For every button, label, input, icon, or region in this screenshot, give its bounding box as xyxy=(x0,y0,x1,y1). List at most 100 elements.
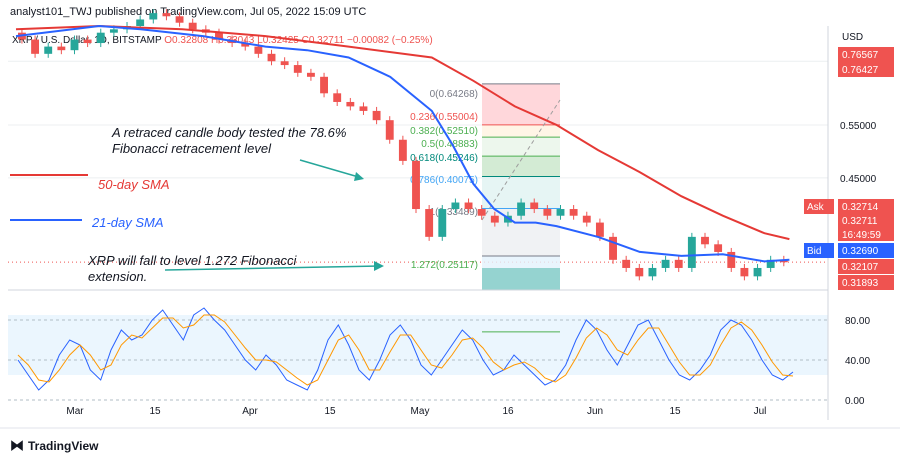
annotations: A retraced candle body tested the 78.6%F… xyxy=(10,125,384,284)
price-tag xyxy=(838,213,894,228)
time-tick-label: Apr xyxy=(242,406,258,417)
price-tag-label: 0.32107 xyxy=(842,262,879,273)
candle-body xyxy=(254,46,263,54)
price-tag xyxy=(838,243,894,258)
price-tag xyxy=(838,275,894,290)
sma-line xyxy=(15,24,790,263)
candle-body xyxy=(280,61,289,66)
candle-body xyxy=(477,209,486,216)
price-tag-label: 0.32714 xyxy=(842,202,879,213)
publish-header: analyst101_TWJ published on TradingView.… xyxy=(10,6,367,18)
price-tick-label: 0.45000 xyxy=(840,174,877,185)
time-axis: Mar 15 Apr 15 May 16 Jun 15 Jul xyxy=(0,406,900,429)
candle-body xyxy=(687,236,696,268)
candle-body xyxy=(753,267,762,277)
candle-body xyxy=(438,209,447,237)
price-tag xyxy=(838,259,894,274)
candle-body xyxy=(569,209,578,216)
candle-body xyxy=(96,32,105,44)
candle-body xyxy=(464,202,473,210)
arrow-target xyxy=(164,265,381,271)
fib-zone xyxy=(482,124,560,138)
sma50-label: 50-day SMA xyxy=(98,177,170,192)
candle-body xyxy=(359,106,368,111)
candle-body xyxy=(595,222,604,237)
candle-body xyxy=(766,259,775,268)
candle-body xyxy=(83,39,92,44)
fib-level-label: 0.5(0.48883) xyxy=(421,139,478,150)
currency-label: USD xyxy=(842,32,863,43)
candle-body xyxy=(412,160,420,210)
candle-body xyxy=(582,215,591,223)
price-tag-label: 0.32711 xyxy=(842,216,878,227)
candle-body xyxy=(44,46,53,54)
candle-body xyxy=(490,215,499,223)
stoch-line xyxy=(17,314,794,386)
sma21-label: 21-day SMA xyxy=(91,215,164,230)
quote-tag xyxy=(804,199,834,214)
osc-tick-label: 40.00 xyxy=(845,356,870,367)
candle-body xyxy=(714,244,723,252)
candle-body xyxy=(385,120,394,140)
annotation-target-line2: extension. xyxy=(88,269,147,284)
time-tick-label: May xyxy=(411,406,430,417)
candle-body xyxy=(740,267,749,277)
candle-body xyxy=(661,259,670,268)
fib-zone xyxy=(482,83,560,125)
fib-level-label: 1(0.33489) xyxy=(430,207,478,218)
candle-body xyxy=(609,236,617,260)
candle-body xyxy=(556,209,565,216)
candle-body xyxy=(674,259,683,268)
time-tick-label: 16 xyxy=(502,406,514,417)
candle-body xyxy=(372,110,381,121)
countdown-label: 16:49:59 xyxy=(842,230,881,241)
price-chart[interactable]: 0(0.64268)0.236(0.55004)0.382(0.52510)0.… xyxy=(0,0,900,430)
fib-level-label: 0.236(0.55004) xyxy=(410,112,478,123)
quote-tag-label: Ask xyxy=(807,202,825,213)
quote-tag xyxy=(804,243,834,258)
arrow-retrace xyxy=(299,159,363,179)
brand-label: TradingView xyxy=(28,438,99,453)
candle-body xyxy=(57,46,66,51)
price-tag-label: 0.76567 xyxy=(842,50,879,61)
candle-body xyxy=(70,39,79,51)
candle-body xyxy=(267,53,276,62)
fib-level-label: 1.272(0.25117) xyxy=(411,260,478,271)
fib-zone xyxy=(482,137,560,157)
candle-body xyxy=(188,22,197,30)
price-tag-label: 0.31893 xyxy=(842,278,879,289)
candle-body xyxy=(543,209,552,216)
sma-lines xyxy=(15,24,790,263)
price-axis: USD0.700000.550000.450000.765670.764270.… xyxy=(8,26,894,420)
arrow-target-head xyxy=(374,261,384,271)
price-tick-label: 0.55000 xyxy=(840,121,877,132)
time-tick-label: Jun xyxy=(587,406,603,417)
candle-body xyxy=(425,209,434,237)
candle-body xyxy=(451,202,460,210)
candle-body xyxy=(241,43,250,47)
candle-body xyxy=(293,65,302,73)
candle-body xyxy=(306,72,315,77)
stoch-line xyxy=(17,307,794,391)
candle-body xyxy=(701,236,709,245)
candle-body xyxy=(622,259,631,268)
price-tag-label: 0.76427 xyxy=(842,65,879,76)
candle-body xyxy=(727,251,736,268)
tradingview-logo[interactable]: ⧓ TradingView xyxy=(10,437,98,454)
fib-zone xyxy=(482,156,560,177)
fib-level-label: 0.786(0.40075) xyxy=(410,175,478,186)
annotation-retrace-line2: Fibonacci retracement level xyxy=(112,141,272,156)
stochastic-oscillator: 80.00 40.00 0.00 xyxy=(8,307,870,407)
quote-tag-label: Bid xyxy=(807,246,821,257)
osc-tick-label: 0.00 xyxy=(845,396,865,407)
candle-body xyxy=(648,267,657,277)
price-tag xyxy=(838,62,894,77)
candle-body xyxy=(320,76,328,94)
candle-body xyxy=(517,202,526,216)
candle-body xyxy=(635,267,644,277)
candle-body xyxy=(136,19,145,26)
time-tick-label: 15 xyxy=(324,406,336,417)
annotation-retrace-line1: A retraced candle body tested the 78.6% xyxy=(111,125,346,140)
candle-body xyxy=(215,32,223,40)
fib-extension-zone xyxy=(482,268,560,290)
